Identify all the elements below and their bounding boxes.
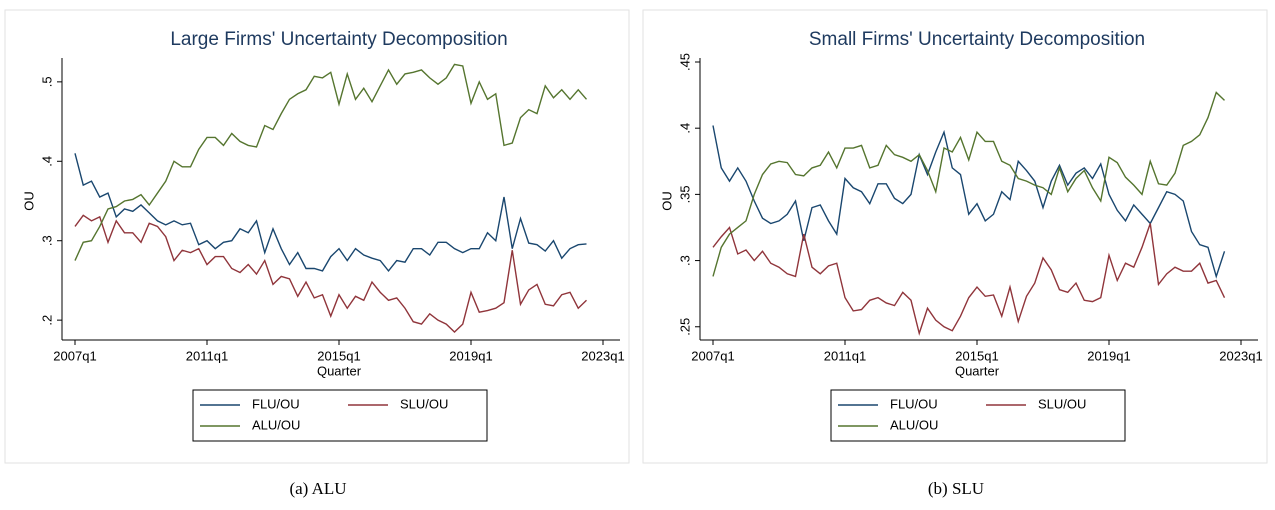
chart-title: Large Firms' Uncertainty Decomposition [170,29,507,50]
panel-border [642,9,1268,464]
data-line [712,223,1226,336]
y-tick-label: .4 [39,156,54,167]
data-line [712,125,1226,279]
chart-title: Small Firms' Uncertainty Decomposition [809,29,1145,50]
chart-panel: Small Firms' Uncertainty Decomposition .2… [642,9,1268,498]
x-tick-label: 2023q1 [1219,348,1262,363]
x-tick-label: 2023q1 [581,348,624,363]
y-tick-label: .3 [677,255,692,266]
y-tick-label: .5 [39,76,54,87]
legend-label: FLU/OU [890,396,938,411]
data-line [74,214,587,334]
x-tick-label: 2019q1 [449,348,492,363]
panel-border [4,9,630,464]
x-axis-title: Quarter [317,363,362,378]
y-tick-label: .45 [677,53,692,71]
x-tick-label: 2015q1 [317,348,360,363]
y-tick-label: .25 [677,318,692,336]
figure-caption: (a) ALU [289,479,346,498]
x-axis-title: Quarter [955,363,1000,378]
y-tick-label: .2 [39,315,54,326]
y-axis-title: OU [21,191,36,211]
legend-label: SLU/OU [1038,396,1086,411]
y-tick-label: .3 [39,235,54,246]
x-tick-label: 2011q1 [186,348,228,363]
y-tick-label: .35 [677,185,692,203]
legend-box [192,389,488,442]
legend-label: SLU/OU [400,396,448,411]
x-tick-label: 2011q1 [824,348,866,363]
legend-label: FLU/OU [252,396,300,411]
data-line [74,63,588,261]
x-tick-label: 2007q1 [53,348,96,363]
y-axis-title: OU [659,191,674,211]
legend-label: ALU/OU [252,417,300,432]
legend-label: ALU/OU [890,417,938,432]
x-tick-label: 2019q1 [1087,348,1130,363]
data-line [712,91,1225,277]
chart-panel: Large Firms' Uncertainty Decomposition .2… [4,9,630,498]
x-tick-label: 2015q1 [955,348,998,363]
legend-box [830,389,1126,442]
x-tick-label: 2007q1 [691,348,734,363]
data-line [74,153,587,273]
figure-caption: (b) SLU [928,479,984,498]
y-tick-label: .4 [677,123,692,134]
